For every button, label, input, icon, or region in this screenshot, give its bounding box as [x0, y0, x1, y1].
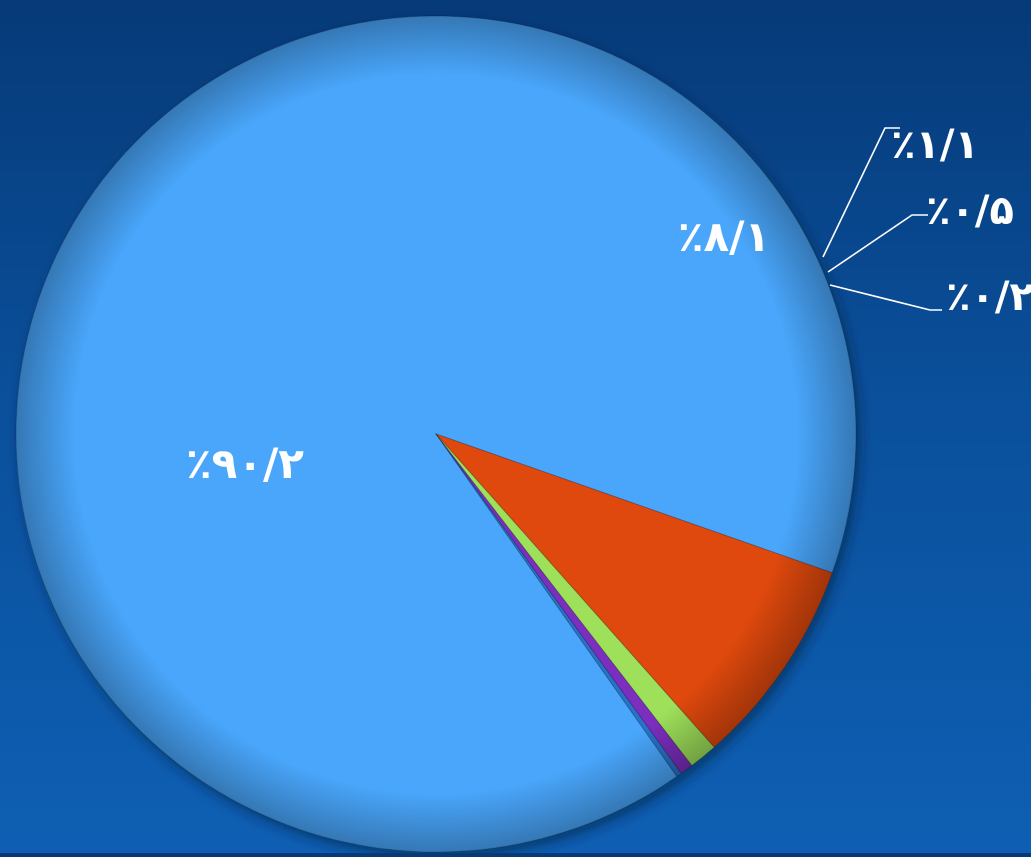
label-90-2: ٪۹۰/۲ — [186, 439, 304, 488]
leader-1-1 — [822, 127, 900, 258]
label-8-1: ٪۸/۱ — [678, 212, 770, 261]
label-0-5: ٪۰/۵ — [926, 188, 1014, 234]
leader-0-5 — [827, 214, 928, 273]
leader-lines — [822, 127, 942, 311]
pie-slices — [15, 15, 857, 853]
label-1-1: ٪۱/۱ — [891, 122, 979, 168]
label-0-2: ٪۰/۲ — [946, 274, 1031, 320]
leader-0-2 — [829, 284, 942, 311]
slice-labels: ٪۹۰/۲ ٪۸/۱ ٪۱/۱ ٪۰/۵ ٪۰/۲ — [186, 122, 1031, 488]
